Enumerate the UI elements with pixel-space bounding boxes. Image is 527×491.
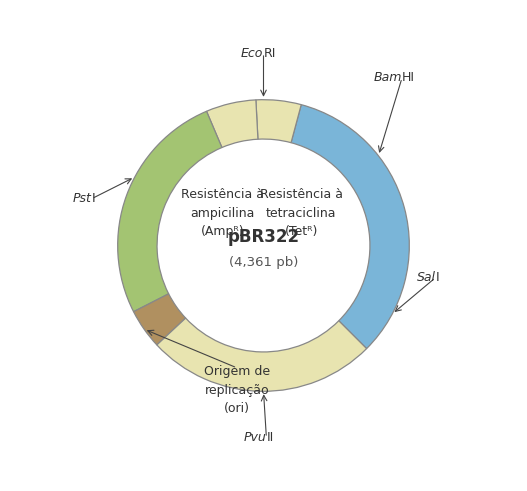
Text: II: II <box>267 432 274 444</box>
Wedge shape <box>207 100 258 147</box>
Text: Pst: Pst <box>73 192 92 205</box>
Text: pBR322: pBR322 <box>228 228 299 246</box>
Text: Bam: Bam <box>374 71 402 84</box>
Text: Pvu: Pvu <box>243 432 267 444</box>
Wedge shape <box>291 105 409 349</box>
Text: Resistência à
ampicilina
(Ampᴿ): Resistência à ampicilina (Ampᴿ) <box>181 189 264 239</box>
Wedge shape <box>256 100 301 143</box>
Wedge shape <box>157 318 367 391</box>
Text: I: I <box>92 192 95 205</box>
Text: Origem de
replicação
(ori): Origem de replicação (ori) <box>204 365 270 415</box>
Text: (4,361 pb): (4,361 pb) <box>229 256 298 270</box>
Text: Resistência à
tetraciclina
(Tetᴿ): Resistência à tetraciclina (Tetᴿ) <box>260 189 343 239</box>
Text: HI: HI <box>402 71 415 84</box>
Text: Sal: Sal <box>416 271 435 284</box>
Text: Eco: Eco <box>241 47 264 59</box>
Wedge shape <box>133 294 186 345</box>
Text: I: I <box>435 271 439 284</box>
Wedge shape <box>118 111 222 312</box>
Text: RI: RI <box>264 47 276 59</box>
